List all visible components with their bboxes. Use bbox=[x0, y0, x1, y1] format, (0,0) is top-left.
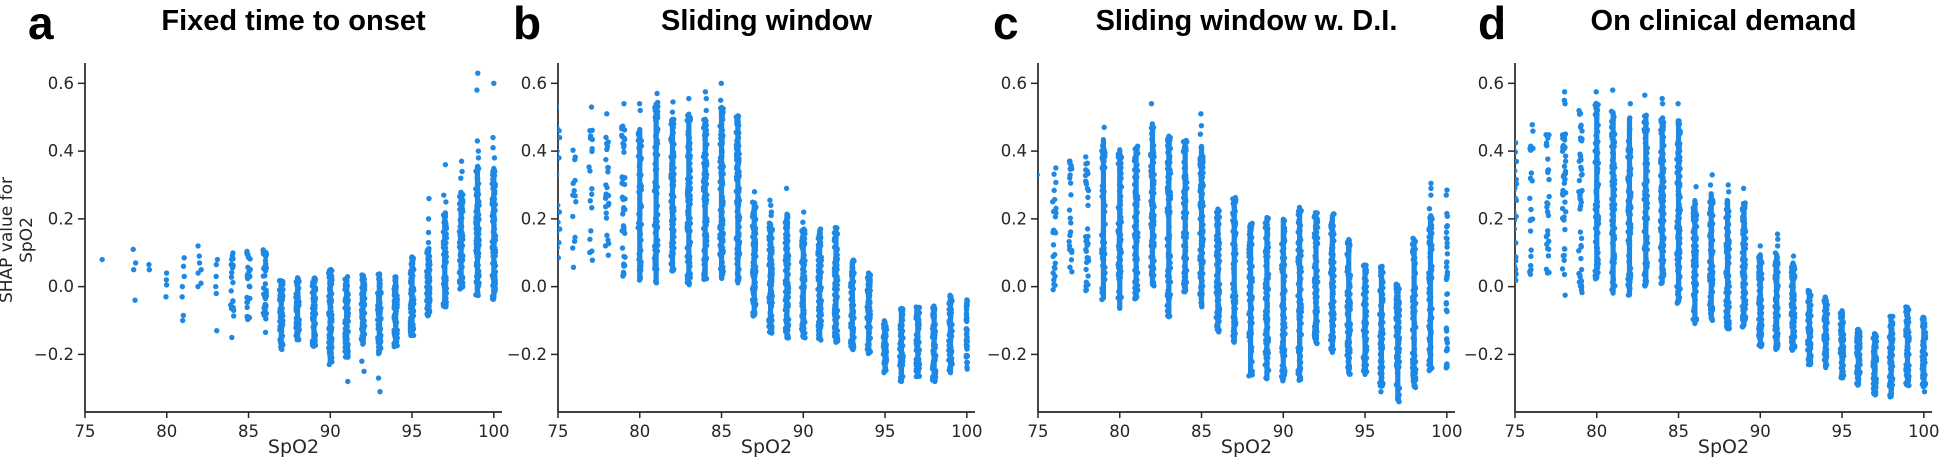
y-tick-label: −0.2 bbox=[987, 345, 1027, 364]
x-tick-label: 80 bbox=[1586, 422, 1607, 441]
panel-b: 75 80 85 90 95 100 −0.2 0.0 0.2 0.4 0.6 bbox=[507, 63, 983, 441]
x-tick-label: 75 bbox=[1505, 422, 1526, 441]
x-tick-label: 95 bbox=[1832, 422, 1853, 441]
x-tick-label: 75 bbox=[548, 422, 569, 441]
x-tick-label: 85 bbox=[238, 422, 259, 441]
x-axis-label-b: SpO2 bbox=[740, 436, 793, 458]
panel-label-a: a bbox=[28, 0, 54, 49]
y-tick-label: 0.0 bbox=[1001, 277, 1027, 296]
panel-label-d: d bbox=[1478, 0, 1507, 49]
x-tick-label: 90 bbox=[320, 422, 341, 441]
y-tick-label: 0.2 bbox=[1478, 209, 1504, 228]
x-tick-label: 100 bbox=[1431, 422, 1463, 441]
panel-a: 75 80 85 90 95 100 −0.2 0.0 0.2 0.4 0.6 bbox=[34, 63, 510, 441]
y-tick-label: 0.2 bbox=[1001, 209, 1027, 228]
x-tick-label: 80 bbox=[629, 422, 650, 441]
x-axis-label-c: SpO2 bbox=[1220, 436, 1273, 458]
y-tick-label: −0.2 bbox=[507, 345, 547, 364]
y-tick-label: 0.4 bbox=[1001, 142, 1027, 161]
panel-a-points bbox=[99, 70, 499, 395]
panel-c: 75 80 85 90 95 100 −0.2 0.0 0.2 0.4 0.6 bbox=[987, 63, 1463, 441]
x-tick-label: 95 bbox=[875, 422, 896, 441]
panel-title-d: On clinical demand bbox=[1590, 5, 1857, 37]
x-tick-label: 80 bbox=[1109, 422, 1130, 441]
x-tick-label: 85 bbox=[1191, 422, 1212, 441]
y-tick-label: 0.0 bbox=[521, 277, 547, 296]
panel-label-c: c bbox=[993, 0, 1019, 49]
y-tick-label: 0.6 bbox=[1478, 74, 1504, 93]
y-tick-label: 0.4 bbox=[1478, 142, 1504, 161]
panel-b-points bbox=[558, 80, 971, 385]
y-tick-label: 0.2 bbox=[48, 209, 74, 228]
panel-title-a: Fixed time to onset bbox=[161, 5, 426, 37]
panel-c-points bbox=[1038, 100, 1451, 405]
x-tick-label: 75 bbox=[75, 422, 96, 441]
x-axis-label-d: SpO2 bbox=[1697, 436, 1750, 458]
y-tick-label: 0.4 bbox=[48, 142, 74, 161]
panel-label-b: b bbox=[513, 0, 542, 49]
x-tick-label: 80 bbox=[156, 422, 177, 441]
y-tick-label: 0.6 bbox=[521, 74, 547, 93]
y-tick-label: 0.0 bbox=[1478, 277, 1504, 296]
x-axis-label-a: SpO2 bbox=[267, 436, 320, 458]
y-tick-label: 0.2 bbox=[521, 209, 547, 228]
x-tick-label: 90 bbox=[1750, 422, 1771, 441]
x-tick-label: 85 bbox=[1668, 422, 1689, 441]
panel-title-b: Sliding window bbox=[660, 5, 873, 37]
x-tick-label: 90 bbox=[793, 422, 814, 441]
x-tick-label: 100 bbox=[951, 422, 983, 441]
y-tick-label: −0.2 bbox=[34, 345, 74, 364]
y-tick-label: 0.4 bbox=[521, 142, 547, 161]
y-tick-label: 0.6 bbox=[1001, 74, 1027, 93]
x-tick-label: 95 bbox=[1355, 422, 1376, 441]
panel-d: 75 80 85 90 95 100 −0.2 0.0 0.2 0.4 0.6 bbox=[1464, 63, 1940, 441]
y-axis-label: SHAP value for SpO2 bbox=[0, 176, 38, 304]
panel-d-points bbox=[1515, 87, 1929, 400]
x-tick-label: 90 bbox=[1273, 422, 1294, 441]
x-tick-label: 100 bbox=[1908, 422, 1940, 441]
x-tick-label: 75 bbox=[1028, 422, 1049, 441]
y-tick-label: −0.2 bbox=[1464, 345, 1504, 364]
panel-title-c: Sliding window w. D.I. bbox=[1095, 5, 1398, 37]
x-tick-label: 95 bbox=[402, 422, 423, 441]
x-tick-label: 100 bbox=[478, 422, 510, 441]
x-tick-label: 85 bbox=[711, 422, 732, 441]
y-tick-label: 0.0 bbox=[48, 277, 74, 296]
y-tick-label: 0.6 bbox=[48, 74, 74, 93]
